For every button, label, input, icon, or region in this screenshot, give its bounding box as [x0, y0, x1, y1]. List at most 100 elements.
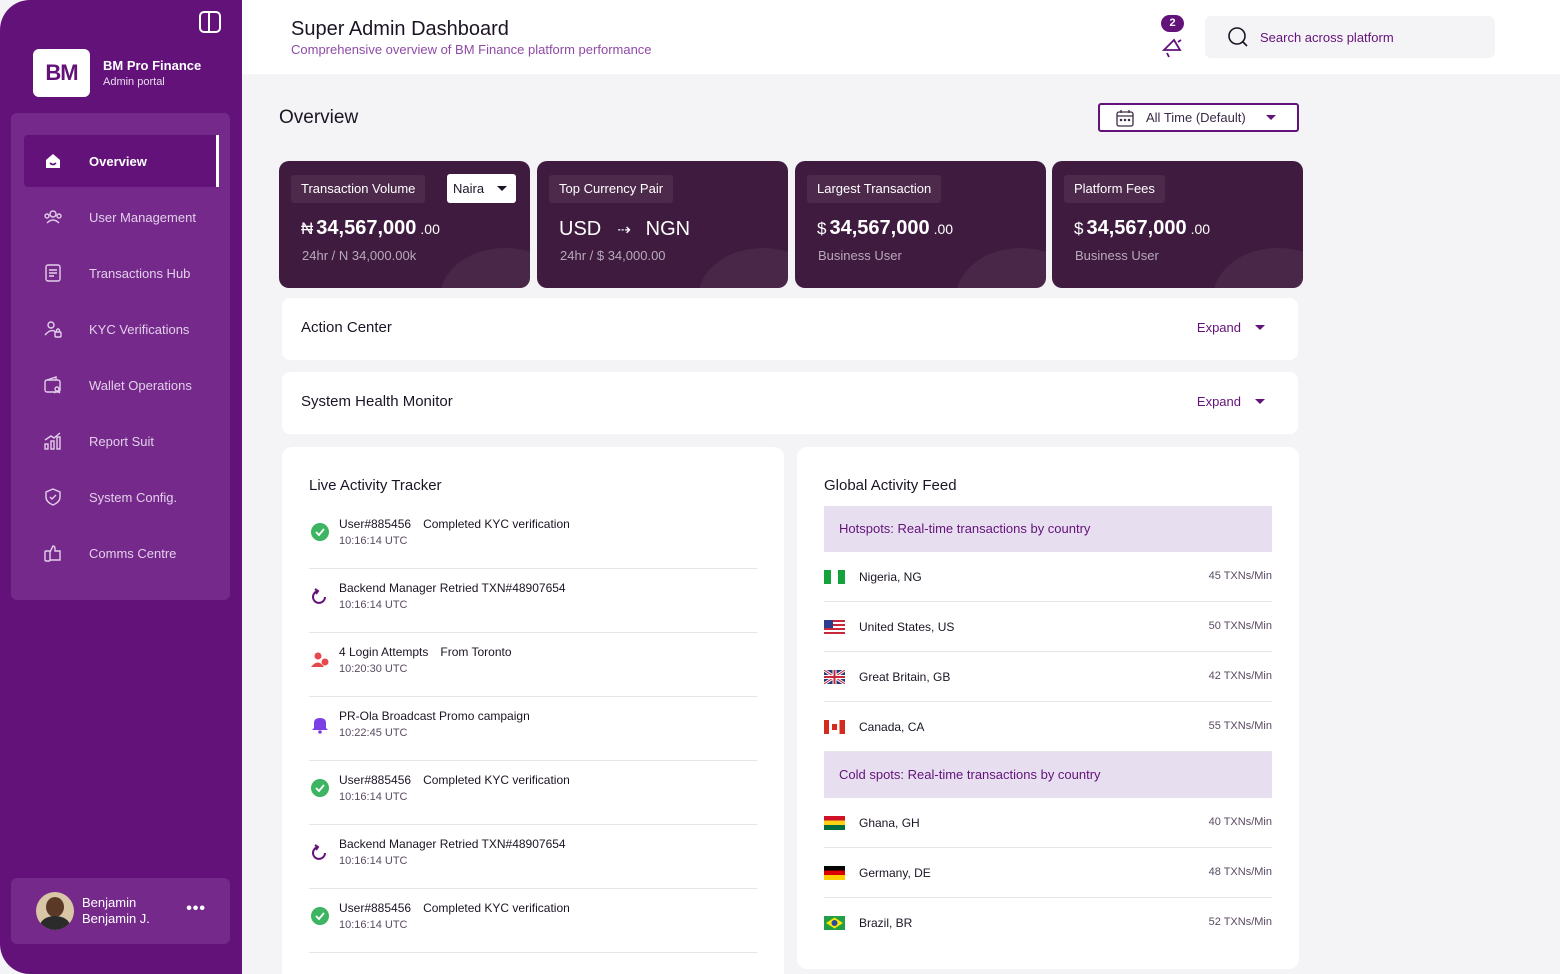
login-alert-icon: [309, 649, 331, 671]
calendar-icon: [1116, 109, 1134, 127]
stat-value: $34,567,000.00: [1074, 217, 1210, 240]
period-dropdown[interactable]: All Time (Default): [1098, 103, 1299, 132]
sidebar-item-label: Report Suit: [89, 433, 155, 449]
users-icon: [43, 207, 63, 227]
brand-logo: BM: [33, 49, 90, 97]
sidebar-item-system-config[interactable]: System Config.: [24, 471, 219, 523]
action-center-section: Action Center Expand: [282, 298, 1298, 360]
country-name: Brazil, BR: [859, 916, 913, 930]
home-icon: [43, 151, 63, 171]
expand-button[interactable]: Expand: [1197, 394, 1265, 409]
stat-card-largest-transaction: Largest Transaction $34,567,000.00 Busin…: [795, 161, 1046, 288]
stat-label: Largest Transaction: [807, 175, 942, 203]
country-name: Nigeria, NG: [859, 570, 922, 584]
user-profile-card[interactable]: Benjamin Benjamin J. •••: [11, 878, 230, 944]
search-icon: [1228, 27, 1248, 47]
page-subtitle: Comprehensive overview of BM Finance pla…: [291, 42, 652, 57]
search-bar[interactable]: [1205, 16, 1495, 58]
currency-symbol: $: [817, 219, 827, 238]
sidebar-item-comms-centre[interactable]: Comms Centre: [24, 527, 219, 579]
system-health-section: System Health Monitor Expand: [282, 372, 1298, 434]
wallet-icon: [43, 375, 63, 395]
activity-detail: Completed KYC verification: [423, 901, 570, 915]
flag-gh-icon: [824, 816, 845, 830]
stat-decimals: .00: [420, 221, 440, 237]
more-options-icon[interactable]: •••: [186, 900, 206, 917]
activity-time: 10:16:14 UTC: [339, 919, 408, 931]
activity-item[interactable]: User#885456 Completed KYC verification 10…: [309, 761, 757, 825]
brand-subtitle: Admin portal: [103, 76, 165, 88]
country-row[interactable]: Great Britain, GB 42 TXNs/Min: [824, 652, 1272, 702]
live-activity-panel: Live Activity Tracker User#885456 Complet…: [282, 447, 784, 974]
retry-icon: [309, 585, 331, 607]
activity-item[interactable]: User#885456 Completed KYC verification 10…: [309, 889, 757, 953]
brand-name: BM Pro Finance: [103, 58, 202, 73]
activity-detail: From Toronto: [440, 645, 512, 659]
sidebar-item-label: Transactions Hub: [89, 265, 191, 281]
sidebar-item-label: User Management: [89, 209, 196, 225]
chevron-down-icon: [1255, 399, 1265, 404]
activity-time: 10:16:14 UTC: [339, 599, 408, 611]
activity-item[interactable]: User#885456 Completed KYC verification 10…: [309, 505, 757, 569]
kyc-icon: [43, 319, 63, 339]
sidebar-item-report-suit[interactable]: Report Suit: [24, 415, 219, 467]
user-first-name: Benjamin: [82, 895, 137, 910]
activity-item[interactable]: 4 Login Attempts From Toronto 10:20:30 UT…: [309, 633, 757, 697]
stat-value: $34,567,000.00: [817, 217, 953, 240]
sidebar-nav: Overview User Management Transactions Hu…: [11, 113, 230, 600]
activity-item[interactable]: PR-Ola Broadcast Promo campaign 10:22:45…: [309, 697, 757, 761]
search-input[interactable]: [1260, 29, 1480, 45]
stat-label: Top Currency Pair: [549, 175, 674, 203]
country-rate: 48 TXNs/Min: [1208, 866, 1272, 878]
user-short-name: Benjamin J.: [82, 911, 150, 926]
sidebar-item-wallet-operations[interactable]: Wallet Operations: [24, 359, 219, 411]
sidebar-item-transactions-hub[interactable]: Transactions Hub: [24, 247, 219, 299]
country-row[interactable]: United States, US 50 TXNs/Min: [824, 602, 1272, 652]
currency-value: Naira: [453, 181, 485, 196]
activity-text: User#885456: [339, 773, 412, 787]
country-row[interactable]: Canada, CA 55 TXNs/Min: [824, 702, 1272, 752]
activity-time: 10:16:14 UTC: [339, 535, 408, 547]
expand-button[interactable]: Expand: [1197, 320, 1265, 335]
country-row[interactable]: Germany, DE 48 TXNs/Min: [824, 848, 1272, 898]
country-rate: 45 TXNs/Min: [1208, 570, 1272, 582]
activity-item[interactable]: Backend Manager Retried TXN#48907654 10:…: [309, 825, 757, 889]
activity-text: Backend Manager Retried TXN#48907654: [339, 581, 566, 595]
activity-text: Backend Manager Retried TXN#48907654: [339, 837, 566, 851]
expand-label: Expand: [1196, 394, 1241, 409]
flag-gb-icon: [824, 670, 845, 684]
country-row[interactable]: Nigeria, NG 45 TXNs/Min: [824, 552, 1272, 602]
chevron-down-icon: [1265, 115, 1276, 120]
sidebar-toggle-icon[interactable]: [199, 11, 221, 33]
country-row[interactable]: Ghana, GH 40 TXNs/Min: [824, 798, 1272, 848]
country-rate: 52 TXNs/Min: [1208, 916, 1272, 928]
megaphone-icon[interactable]: [1160, 36, 1184, 60]
sidebar-item-user-management[interactable]: User Management: [24, 191, 219, 243]
currency-dropdown[interactable]: Naira: [447, 174, 516, 203]
brand: BM BM Pro Finance Admin portal: [33, 49, 201, 97]
currency-symbol: ₦: [301, 219, 314, 238]
country-name: United States, US: [859, 620, 955, 634]
currency-pair: USD ⇢ NGN: [559, 218, 690, 241]
activity-item[interactable]: Backend Manager Retried TXN#48907654 10:…: [309, 569, 757, 633]
stat-label: Platform Fees: [1064, 175, 1165, 203]
country-name: Germany, DE: [859, 866, 931, 880]
stat-card-top-currency-pair: Top Currency Pair USD ⇢ NGN 24hr / $ 34,…: [537, 161, 788, 288]
stat-decimals: .00: [1190, 221, 1211, 237]
check-circle-icon: [309, 905, 331, 927]
flag-ng-icon: [824, 570, 845, 584]
country-rate: 50 TXNs/Min: [1208, 620, 1272, 632]
expand-label: Expand: [1196, 320, 1241, 335]
sidebar-item-label: Wallet Operations: [89, 377, 192, 393]
stat-amount: 34,567,000: [829, 217, 930, 239]
activity-text: 4 Login Attempts: [339, 645, 429, 659]
sidebar: BM BM Pro Finance Admin portal Overview …: [0, 0, 242, 974]
country-row[interactable]: Brazil, BR 52 TXNs/Min: [824, 898, 1272, 948]
sidebar-item-overview[interactable]: Overview: [24, 135, 219, 187]
stat-subtext: Business User: [818, 248, 902, 263]
flag-ca-icon: [824, 720, 845, 734]
sidebar-item-kyc-verifications[interactable]: KYC Verifications: [24, 303, 219, 355]
activity-detail: Completed KYC verification: [423, 517, 570, 531]
flag-br-icon: [824, 916, 845, 930]
chevron-down-icon: [1255, 325, 1265, 330]
